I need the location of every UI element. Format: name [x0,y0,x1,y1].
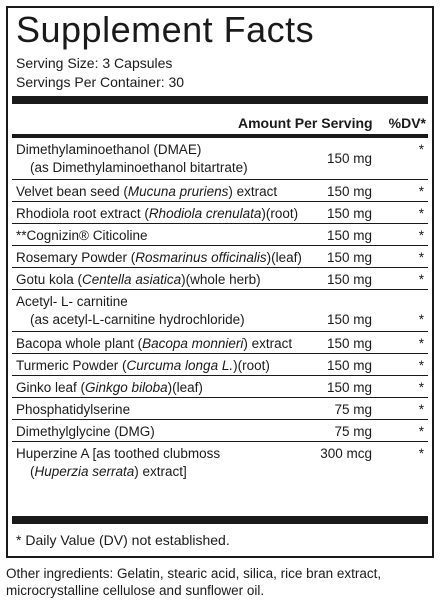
ingredient-name: Dimethylglycine (DMG) [16,424,155,439]
panel-title: Supplement Facts [16,9,315,50]
ingredient-dv: * [418,336,424,351]
ingredient-dv: * [418,358,424,373]
ingredient-amount: 150 mg [326,250,372,265]
other-ingredients: Other ingredients: Gelatin, stearic acid… [6,565,381,599]
ingredient-row: Phosphatidylserine 75 mg * [12,398,428,420]
ingredient-dv: * [418,380,424,395]
divider-thick [12,96,428,104]
ingredient-row: **Cognizin® Citicoline 150 mg * [12,224,428,246]
ingredient-name: Dimethylaminoethanol (DMAE) [16,142,202,157]
ingredient-amount: 150 mg [326,151,372,166]
ingredient-amount: 150 mg [326,380,372,395]
ingredient-dv: * [418,272,424,287]
ingredient-name: Huperzine A [as toothed clubmoss [16,446,221,461]
servings-per-container: Servings Per Container: 30 [16,74,185,90]
ingredient-row: Huperzine A [as toothed clubmoss (Huperz… [12,442,428,484]
divider-header [12,134,428,138]
ingredient-amount: 300 mcg [320,446,372,461]
ingredient-amount: 150 mg [326,206,372,221]
ingredient-dv: * [418,184,424,199]
ingredient-row: Gotu kola (Centella asiatica)(whole herb… [12,268,428,290]
ingredient-row: Acetyl- L- carnitine (as acetyl-L-carnit… [12,290,428,332]
ingredient-dv: * [418,312,424,327]
ingredient-amount: 150 mg [326,358,372,373]
ingredient-form: (Huperzia serrata) extract] [30,464,187,479]
ingredient-name: Ginko leaf (Ginkgo biloba)(leaf) [16,380,203,395]
other-ingredients-line: Other ingredients: Gelatin, stearic acid… [6,566,382,581]
ingredient-row: Dimethylaminoethanol (DMAE) (as Dimethyl… [12,138,428,180]
ingredient-row: Bacopa whole plant (Bacopa monnieri) ext… [12,332,428,354]
ingredient-row: Rosemary Powder (Rosmarinus officinalis)… [12,246,428,268]
ingredient-dv: * [418,206,424,221]
divider-thick [12,516,428,524]
supplement-facts-panel: Supplement Facts Serving Size: 3 Capsule… [6,6,434,558]
serving-size: Serving Size: 3 Capsules [16,55,173,71]
ingredient-amount: 150 mg [326,228,372,243]
ingredient-name: Bacopa whole plant (Bacopa monnieri) ext… [16,336,293,351]
ingredient-name: Rhodiola root extract (Rhodiola crenulat… [16,206,299,221]
other-ingredients-line: microcrystalline cellulose and sunflower… [6,583,265,598]
ingredient-amount: 150 mg [326,336,372,351]
ingredient-row: Velvet bean seed (Mucuna pruriens) extra… [12,180,428,202]
ingredient-amount: 150 mg [326,312,372,327]
ingredient-form: (as acetyl-L-carnitine hydrochloride) [30,312,245,327]
ingredient-row: Dimethylglycine (DMG) 75 mg * [12,420,428,442]
ingredient-name: Turmeric Powder (Curcuma longa L.)(root) [16,358,270,373]
ingredient-name: **Cognizin® Citicoline [16,228,148,243]
ingredient-amount: 150 mg [326,184,372,199]
ingredient-amount: 150 mg [326,272,372,287]
ingredient-form: (as Dimethylaminoethanol bitartrate) [30,160,248,175]
ingredient-row: Turmeric Powder (Curcuma longa L.)(root)… [12,354,428,376]
dv-header: %DV* [388,115,426,131]
ingredient-amount: 75 mg [334,424,372,439]
ingredient-dv: * [418,424,424,439]
ingredient-row: Rhodiola root extract (Rhodiola crenulat… [12,202,428,224]
ingredient-name: Acetyl- L- carnitine [16,294,128,309]
dv-footnote: * Daily Value (DV) not established. [16,532,230,548]
ingredient-amount: 75 mg [334,402,372,417]
ingredient-dv: * [418,402,424,417]
amount-header: Amount Per Serving [238,115,373,131]
ingredient-name: Velvet bean seed (Mucuna pruriens) extra… [16,184,278,199]
ingredient-name: Rosemary Powder (Rosmarinus officinalis)… [16,250,302,265]
ingredient-dv: * [418,142,424,157]
ingredient-name: Phosphatidylserine [16,402,131,417]
ingredient-dv: * [418,228,424,243]
ingredient-dv: * [418,446,424,461]
ingredient-row: Ginko leaf (Ginkgo biloba)(leaf) 150 mg … [12,376,428,398]
ingredient-name: Gotu kola (Centella asiatica)(whole herb… [16,272,261,287]
ingredient-dv: * [418,250,424,265]
